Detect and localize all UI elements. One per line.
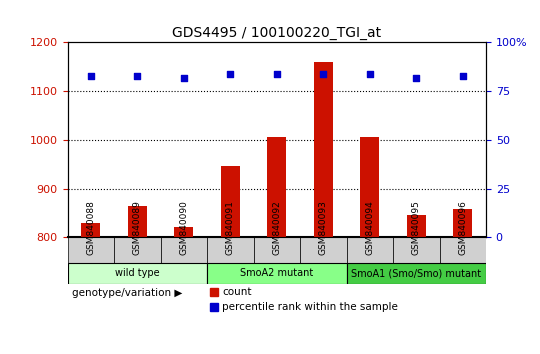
Text: percentile rank within the sample: percentile rank within the sample (222, 302, 398, 312)
Text: SmoA1 (Smo/Smo) mutant: SmoA1 (Smo/Smo) mutant (351, 268, 481, 278)
Text: GSM840095: GSM840095 (412, 200, 421, 255)
Text: wild type: wild type (115, 268, 159, 278)
Text: GSM840089: GSM840089 (133, 200, 141, 255)
FancyBboxPatch shape (207, 237, 253, 272)
Point (366, 71, 374, 76)
Bar (221, 166, 240, 237)
Bar (407, 215, 426, 237)
Text: GSM840088: GSM840088 (86, 200, 95, 255)
Text: GSM840091: GSM840091 (226, 200, 235, 255)
Text: GSM840090: GSM840090 (179, 200, 188, 255)
FancyBboxPatch shape (300, 237, 347, 272)
Point (273, 71, 281, 76)
FancyBboxPatch shape (114, 237, 160, 272)
FancyBboxPatch shape (347, 263, 486, 284)
Bar (361, 137, 379, 237)
Point (226, 71, 234, 76)
Text: GSM840094: GSM840094 (365, 200, 374, 255)
Bar (82, 223, 100, 237)
Point (179, 75, 188, 80)
Title: GDS4495 / 100100220_TGI_at: GDS4495 / 100100220_TGI_at (172, 26, 381, 40)
Point (133, 73, 141, 79)
Text: count: count (222, 287, 252, 297)
FancyBboxPatch shape (160, 237, 207, 272)
FancyBboxPatch shape (440, 237, 486, 272)
Text: GSM840096: GSM840096 (458, 200, 467, 255)
Text: SmoA2 mutant: SmoA2 mutant (240, 268, 313, 278)
Point (86, 73, 95, 79)
Text: genotype/variation ▶: genotype/variation ▶ (72, 288, 182, 298)
Point (319, 71, 328, 76)
FancyBboxPatch shape (68, 263, 207, 284)
Text: GSM840093: GSM840093 (319, 200, 328, 255)
FancyBboxPatch shape (393, 237, 440, 272)
FancyBboxPatch shape (253, 237, 300, 272)
Bar (128, 206, 146, 237)
Bar (267, 137, 286, 237)
Bar (174, 228, 193, 237)
Point (412, 75, 421, 80)
FancyBboxPatch shape (68, 237, 114, 272)
Point (458, 73, 467, 79)
FancyBboxPatch shape (347, 237, 393, 272)
Bar (454, 209, 472, 237)
FancyBboxPatch shape (207, 263, 347, 284)
Bar (314, 62, 333, 237)
Text: GSM840092: GSM840092 (272, 200, 281, 255)
